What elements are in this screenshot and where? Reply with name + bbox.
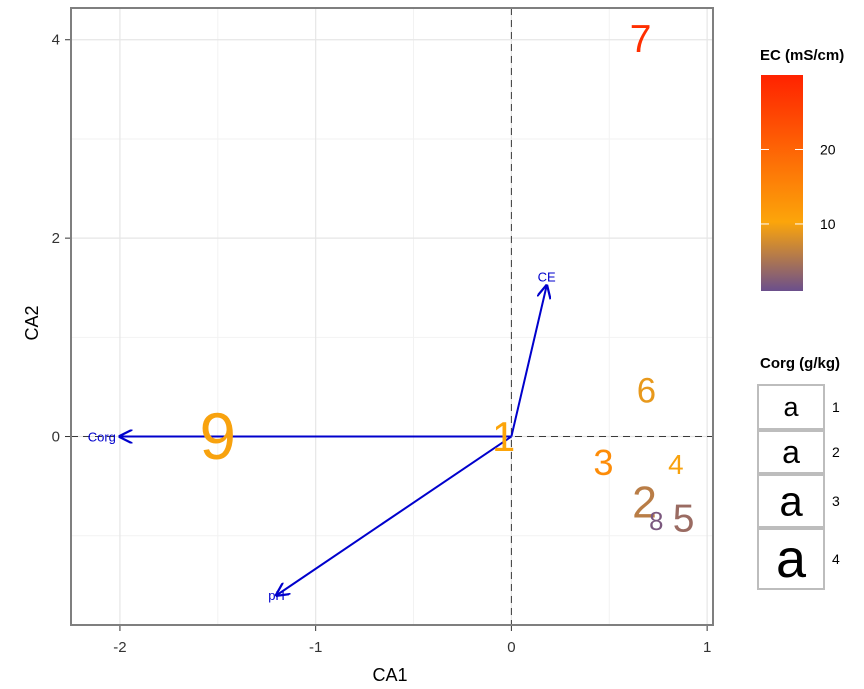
arrow-label-ce: CE	[538, 270, 556, 285]
corg-key-glyph: a	[776, 529, 807, 589]
corg-key-box	[757, 474, 825, 528]
corg-key-label: 4	[832, 551, 840, 567]
y-axis-title: CA2	[22, 305, 42, 340]
ec-colorbar	[761, 75, 803, 291]
corg-key-box	[757, 528, 825, 590]
site-label-8: 8	[649, 508, 663, 536]
site-label-2: 2	[632, 478, 657, 527]
panel-border	[70, 7, 714, 626]
ec-legend-title: EC (mS/cm)	[760, 47, 844, 64]
ec-tick-label: 20	[820, 141, 836, 157]
site-label-4: 4	[668, 449, 683, 480]
corg-key-box	[757, 384, 825, 430]
x-axis-title: CA1	[372, 665, 407, 685]
corg-legend-title: Corg (g/kg)	[760, 355, 840, 372]
corg-size-legend: Corg (g/kg) a 1 a 2 a 3 a 4	[757, 355, 840, 590]
x-tick-label: 0	[507, 639, 515, 656]
site-label-7: 7	[630, 18, 652, 61]
corg-key-label: 1	[832, 399, 840, 415]
ec-color-legend: EC (mS/cm) 10 20	[760, 47, 844, 291]
ec-tick-label: 10	[820, 216, 836, 232]
corg-key-glyph: a	[783, 392, 799, 422]
corg-key-label: 2	[832, 444, 840, 460]
y-tick-label: 2	[52, 230, 60, 247]
x-tick-label: 1	[703, 639, 711, 656]
corg-key-glyph: a	[779, 478, 803, 525]
y-tick-label: 0	[52, 429, 60, 446]
y-tick-label: 4	[52, 32, 60, 49]
site-label-6: 6	[637, 371, 656, 410]
site-label-5: 5	[673, 497, 695, 540]
arrow-label-ph: pH	[268, 588, 285, 603]
corg-key-label: 3	[832, 493, 840, 509]
site-label-1: 1	[492, 413, 515, 460]
arrow-ce	[510, 286, 546, 437]
site-label-3: 3	[593, 442, 613, 483]
variable-arrows: CE Corg pH	[88, 270, 556, 603]
x-tick-label: -1	[309, 639, 322, 656]
arrow-label-corg: Corg	[88, 430, 116, 445]
corg-key-glyph: a	[782, 434, 800, 470]
corg-key-box	[757, 430, 825, 474]
site-label-9: 9	[200, 400, 236, 473]
reference-lines	[71, 8, 713, 625]
grid	[71, 8, 713, 625]
arrow-ph	[277, 435, 512, 596]
x-tick-label: -2	[113, 639, 126, 656]
